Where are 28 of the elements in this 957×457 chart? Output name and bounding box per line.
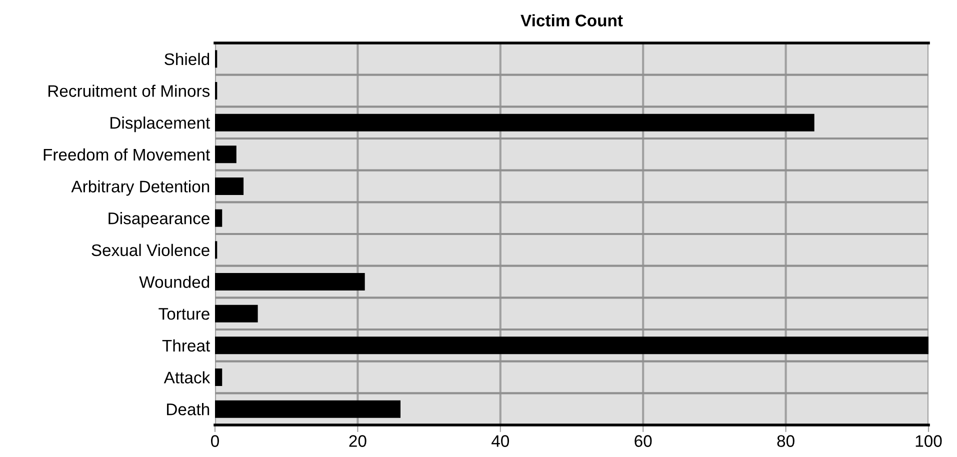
bar bbox=[215, 177, 244, 196]
bar bbox=[215, 114, 814, 132]
x-tick-label: 40 bbox=[492, 435, 510, 447]
chart-title: Victim Count bbox=[520, 14, 623, 26]
y-tick-label: Wounded bbox=[139, 276, 210, 288]
y-tick-label: Arbitrary Detention bbox=[71, 180, 210, 196]
bar bbox=[215, 272, 365, 291]
bar bbox=[215, 336, 928, 354]
x-tick-label: 0 bbox=[211, 435, 219, 447]
y-tick-label: Threat bbox=[162, 339, 210, 352]
x-tick-label: 20 bbox=[349, 435, 366, 447]
y-tick-label: Attack bbox=[164, 371, 210, 384]
x-tick-label: 100 bbox=[916, 435, 942, 447]
y-tick-label: Shield bbox=[164, 52, 210, 66]
bar bbox=[215, 304, 258, 322]
y-tick-label: Recruitment of Minors bbox=[48, 84, 210, 97]
x-tick-label: 60 bbox=[634, 435, 652, 447]
y-tick-label: Freedom of Movement bbox=[44, 148, 210, 161]
bar bbox=[215, 400, 401, 418]
bar bbox=[215, 146, 236, 164]
y-tick-label: Death bbox=[167, 403, 210, 416]
x-tick-label: 80 bbox=[777, 435, 794, 447]
bar bbox=[215, 368, 222, 386]
y-tick-label: Displacement bbox=[110, 116, 210, 132]
bar bbox=[215, 209, 222, 227]
y-tick-label: Disapearance bbox=[108, 212, 210, 228]
y-tick-label: Sexual Violence bbox=[92, 244, 210, 256]
y-tick-label: Torture bbox=[158, 308, 210, 320]
